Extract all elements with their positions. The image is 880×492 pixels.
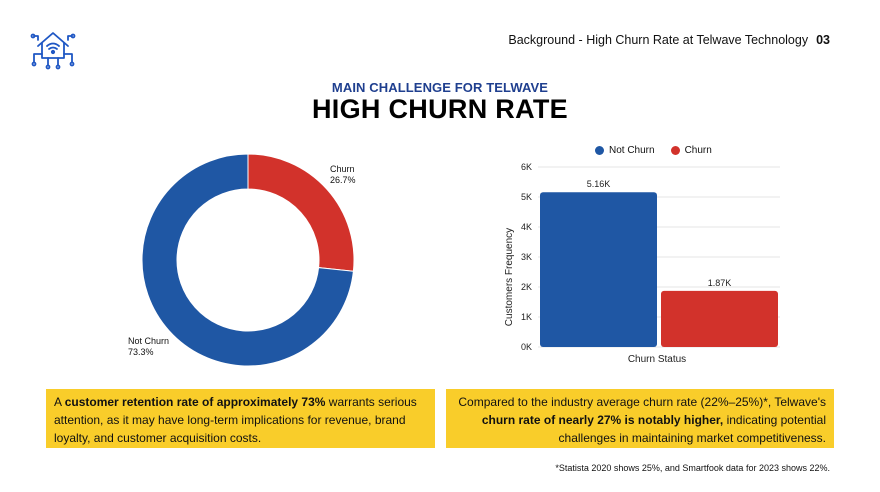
slide-title: HIGH CHURN RATE [312, 94, 568, 124]
legend-dot-not-churn [595, 146, 604, 155]
donut-label-not-churn-percent: 73.3% [128, 347, 154, 357]
y-tick-label: 3K [521, 252, 532, 262]
legend-dot-churn [670, 146, 680, 155]
slide-subtitle: MAIN CHALLENGE FOR TELWAVE [331, 80, 549, 95]
bar-not-churn-data-label: 5.16K [587, 179, 611, 189]
insight-left-bold: customer retention rate of approximately… [64, 395, 326, 409]
legend-item-churn: Churn [670, 145, 712, 156]
y-tick-label: 2K [521, 282, 532, 292]
donut-label-not-churn: Not Churn 73.3% [128, 336, 169, 358]
insight-left-lead: A [54, 395, 65, 409]
x-axis-title: Churn Status [628, 354, 686, 365]
y-tick-label: 0K [521, 342, 532, 352]
bar-churn [661, 290, 778, 347]
donut-label-churn: Churn 26.7% [330, 164, 356, 186]
y-tick-label: 4K [521, 222, 532, 232]
slide-header: Background - High Churn Rate at Telwave … [508, 33, 830, 47]
legend-item-not-churn: Not Churn [595, 145, 655, 156]
footnote: *Statista 2020 shows 25%, and Smartfook … [555, 463, 830, 473]
donut-label-churn-percent: 26.7% [330, 175, 356, 185]
y-tick-label: 5K [521, 192, 532, 202]
y-tick-label: 1K [521, 312, 532, 322]
insight-left-rest: warrants serious attention, as it may ha… [54, 395, 417, 445]
insight-box-retention: A customer retention rate of approximate… [46, 389, 435, 448]
y-axis-title: Customers Frequency [504, 228, 515, 326]
section-title: Background - High Churn Rate at Telwave … [508, 33, 809, 47]
legend-label-churn: Churn [684, 145, 712, 156]
insight-right-lead: Compared to the industry average churn r… [458, 395, 826, 409]
donut-slice-not-churn [141, 153, 354, 367]
bar-churn-data-label: 1.87K [708, 278, 732, 288]
bar-not-churn [540, 192, 657, 347]
insight-right-bold: churn rate of nearly 27% is notably high… [481, 413, 724, 427]
insight-right-rest: indicating potential challenges in maint… [558, 413, 826, 445]
y-tick-label: 6K [521, 162, 532, 172]
smart-home-logo-icon [30, 32, 76, 70]
insight-box-industry-comparison: Compared to the industry average churn r… [446, 389, 834, 448]
legend-label-not-churn: Not Churn [609, 145, 655, 156]
donut-label-churn-name: Churn [330, 164, 355, 174]
bar-chart-legend: Not Churn Churn [595, 145, 712, 156]
donut-label-not-churn-name: Not Churn [128, 336, 170, 346]
page-number: 03 [816, 33, 830, 47]
